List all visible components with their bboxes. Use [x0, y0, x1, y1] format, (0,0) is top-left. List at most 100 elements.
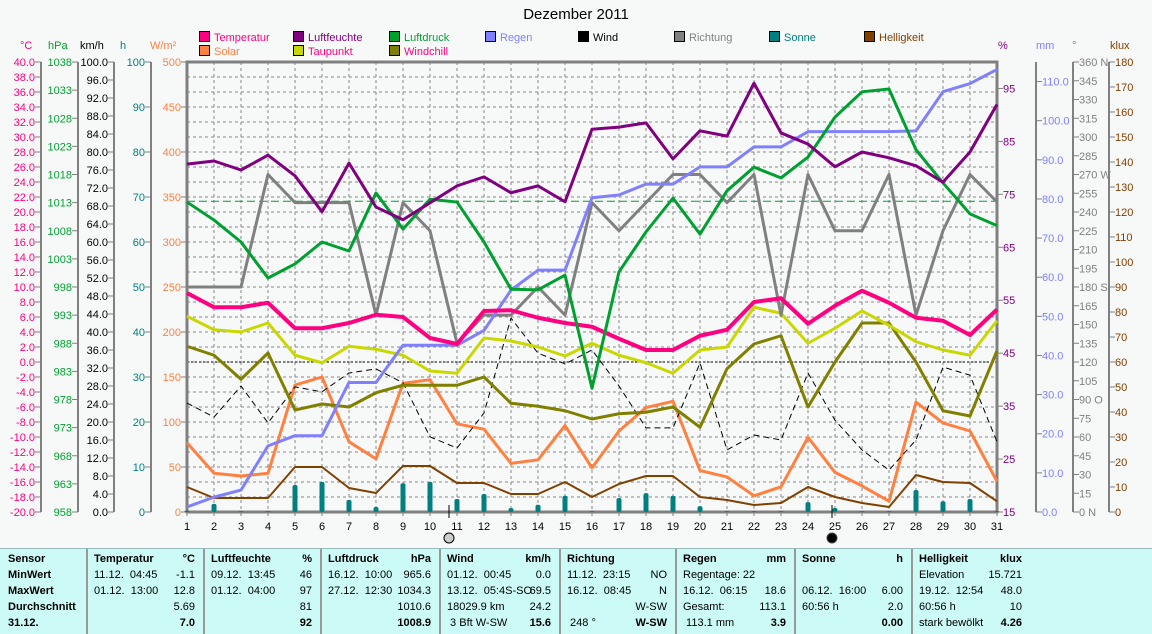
stats-column-luftfeuchte: Luftfeuchte% 09.12. 13:45 46 01.12. 04:00 97… — [205, 549, 322, 634]
legend-label: Taupunkt — [308, 46, 353, 58]
deg-tick-label: 120 — [1079, 357, 1097, 369]
stat-label: 16.12. 08:45 — [567, 585, 632, 597]
x-tick-label: 24 — [802, 521, 814, 533]
temp-tick-label: 8.0 — [20, 297, 35, 309]
stats-column-sensor: Sensor MinWert MaxWert Durchschnitt 31.12. — [0, 549, 88, 634]
axis-unit-label: mm — [1036, 40, 1055, 52]
deg-tick-label: 225 — [1079, 226, 1097, 238]
stat-value: N — [659, 585, 667, 597]
deg-tick-label: 195 — [1079, 263, 1097, 275]
sunshine-bar — [832, 507, 838, 512]
temp-tick-label: 38.0 — [14, 72, 35, 84]
legend-swatch — [199, 31, 210, 42]
kmh-tick-label: 8.0 — [93, 471, 108, 483]
wm2-tick-label: 450 — [163, 102, 181, 114]
pct-tick-label: 45 — [1003, 348, 1015, 360]
h-tick-label: 20 — [133, 417, 145, 429]
temp-tick-label: -18.0 — [10, 492, 35, 504]
x-tick-label: 11 — [451, 521, 462, 533]
sunshine-bar — [751, 511, 757, 512]
hpa-tick-label: 988 — [54, 338, 72, 350]
stat-label: 13.12. 05:4S-SO — [447, 585, 532, 597]
mm-tick-label: 110.0 — [1042, 77, 1069, 89]
kmh-tick-label: 84.0 — [87, 129, 108, 141]
stat-label: stark bewölkt — [919, 617, 984, 629]
h-tick-label: 50 — [133, 282, 145, 294]
klux-tick-label: 20 — [1115, 457, 1127, 469]
klux-tick-label: 60 — [1115, 357, 1127, 369]
stat-label: 16.12. 10:00 — [328, 569, 393, 581]
klux-tick-label: 170 — [1115, 82, 1133, 94]
legend-label: Wind — [593, 32, 619, 44]
sunshine-bar — [616, 498, 622, 512]
deg-tick-label: 60 — [1079, 432, 1091, 444]
x-tick-label: 19 — [667, 521, 679, 533]
sunshine-bar — [562, 495, 568, 512]
kmh-tick-label: 24.0 — [87, 399, 108, 411]
deg-tick-label: 180 S — [1079, 282, 1108, 294]
klux-tick-label: 110 — [1115, 232, 1133, 244]
stat-value: 7.0 — [179, 617, 195, 629]
stat-value: 965.6 — [403, 569, 431, 581]
stats-column-helligkeit: Helligkeit klux Elevation 15.721 19.12. 12:5… — [913, 549, 1030, 634]
temp-tick-label: 22.0 — [14, 192, 35, 204]
wm2-tick-label: 0 — [175, 507, 181, 519]
series-windchill-line — [186, 321, 999, 429]
sunshine-bar — [589, 511, 595, 512]
wm2-tick-label: 100 — [163, 417, 181, 429]
stat-value: 81 — [299, 601, 312, 613]
temp-tick-label: 12.0 — [14, 267, 35, 279]
stat-label: 113.1 mm — [683, 617, 735, 629]
h-tick-label: 10 — [133, 462, 145, 474]
klux-tick-label: 120 — [1115, 207, 1133, 219]
stat-value: 97 — [299, 585, 312, 597]
temp-tick-label: -10.0 — [10, 432, 35, 444]
sunshine-bar — [346, 499, 352, 512]
row-label: MinWert — [8, 569, 52, 581]
stat-label: 3 Bft W-SW — [447, 617, 508, 629]
stat-label: 19.12. 12:54 — [919, 585, 984, 597]
statistics-table: Sensor MinWert MaxWert Durchschnitt 31.12. Te… — [0, 548, 1152, 634]
deg-tick-label: 270 W — [1079, 170, 1111, 182]
series-richtung-line — [187, 173, 999, 345]
wm2-tick-label: 150 — [163, 372, 181, 384]
legend-item-richtung: Richtung — [674, 31, 732, 44]
hpa-tick-label: 1013 — [48, 198, 72, 210]
series-helligkeit-line — [186, 465, 998, 508]
temp-tick-label: 14.0 — [14, 252, 35, 264]
temp-tick-label: 36.0 — [14, 87, 35, 99]
wm2-tick-label: 400 — [163, 147, 181, 159]
deg-tick-label: 45 — [1079, 451, 1091, 463]
deg-tick-label: 255 — [1079, 188, 1097, 200]
hpa-tick-label: 998 — [54, 282, 72, 294]
legend-swatch — [769, 31, 780, 42]
stat-label: 01.12. 13:00 — [94, 585, 159, 597]
row-label: 31.12. — [8, 617, 39, 629]
stat-label: Regentage: 22 — [683, 569, 756, 581]
sunshine-bar — [859, 511, 865, 512]
x-tick-label: 31 — [991, 521, 1003, 533]
x-tick-label: 23 — [775, 521, 787, 533]
stat-label: 09.12. 13:45 — [211, 569, 276, 581]
h-tick-label: 0 — [139, 507, 145, 519]
x-tick-label: 15 — [559, 521, 571, 533]
deg-tick-label: 360 N — [1079, 57, 1108, 69]
x-tick-label: 17 — [613, 521, 625, 533]
stat-label: Elevation — [919, 569, 965, 581]
temp-tick-label: -20.0 — [10, 507, 35, 519]
pct-tick-label: 85 — [1003, 136, 1015, 148]
legend-label: Sonne — [784, 32, 816, 44]
stats-column-temperatur: Temperatur °C 11.12. 04:45 -1.1 01.12. 13:00… — [88, 549, 205, 634]
klux-tick-label: 0 — [1115, 507, 1121, 519]
legend-item-helligkeit: Helligkeit — [864, 31, 924, 44]
hpa-tick-label: 993 — [54, 310, 72, 322]
temp-tick-label: 20.0 — [14, 207, 35, 219]
stat-value: W-SW — [635, 601, 667, 613]
pct-tick-label: 75 — [1003, 189, 1015, 201]
legend-swatch — [578, 31, 589, 42]
temp-tick-label: 6.0 — [20, 312, 35, 324]
row-label: Sensor — [8, 553, 46, 565]
mm-tick-label: 80.0 — [1042, 194, 1063, 206]
mm-tick-label: 30.0 — [1042, 390, 1063, 402]
row-label: Durchschnitt — [8, 601, 76, 613]
